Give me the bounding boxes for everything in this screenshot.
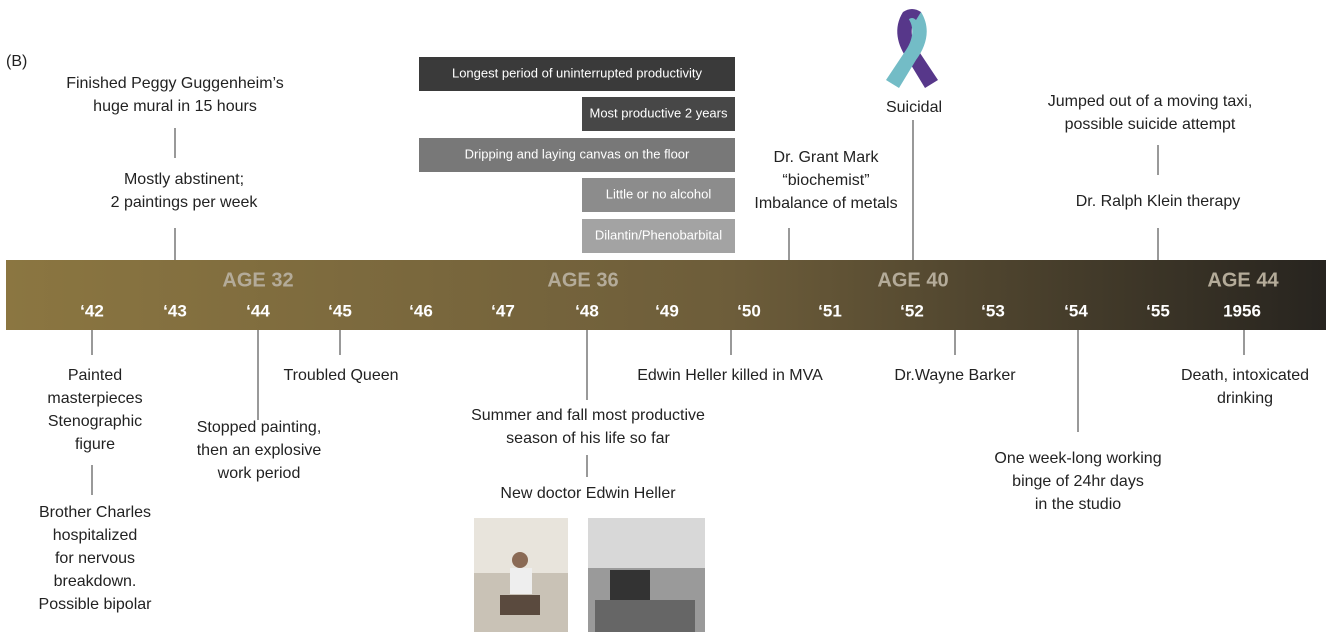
panel-label: (B) bbox=[6, 53, 27, 70]
bar-label: Little or no alcohol bbox=[606, 186, 712, 201]
timeline-figure: (B) ‘42 ‘43 ‘44 ‘45 ‘46 ‘47 ‘48 ‘49 ‘50 ‘51 ‘52 ‘53 ‘… bbox=[0, 0, 1332, 632]
event-text: huge mural in 15 hours bbox=[93, 98, 257, 115]
event-text: Edwin Heller killed in MVA bbox=[637, 367, 823, 384]
year-label: ‘52 bbox=[900, 301, 924, 320]
event-text: binge of 24hr days bbox=[1012, 473, 1144, 490]
event-text: One week-long working bbox=[994, 450, 1161, 467]
event-text: Possible bipolar bbox=[39, 596, 153, 613]
year-label: ‘43 bbox=[163, 301, 187, 320]
bar-label: Longest period of uninterrupted producti… bbox=[452, 65, 703, 80]
year-label: ‘47 bbox=[491, 301, 515, 320]
year-label: 1956 bbox=[1223, 301, 1261, 320]
ribbon-icon bbox=[886, 9, 938, 88]
event-text: Stopped painting, bbox=[197, 419, 322, 436]
age-label: AGE 44 bbox=[1207, 269, 1279, 291]
year-label: ‘49 bbox=[655, 301, 679, 320]
event-text: possible suicide attempt bbox=[1065, 116, 1236, 133]
photo bbox=[474, 518, 568, 632]
photo bbox=[588, 518, 705, 632]
event-text: Jumped out of a moving taxi, bbox=[1048, 93, 1253, 110]
year-label: ‘50 bbox=[737, 301, 761, 320]
event-text: Painted bbox=[68, 367, 122, 384]
year-label: ‘45 bbox=[328, 301, 352, 320]
event-text: Dr. Ralph Klein therapy bbox=[1076, 193, 1241, 210]
age-label: AGE 36 bbox=[547, 269, 618, 291]
bar-label: Most productive 2 years bbox=[589, 105, 728, 120]
event-text: in the studio bbox=[1035, 496, 1121, 513]
event-text: Brother Charles bbox=[39, 504, 151, 521]
event-text: work period bbox=[217, 465, 301, 482]
event-text: Suicidal bbox=[886, 99, 942, 116]
year-label: ‘54 bbox=[1064, 301, 1088, 320]
year-label: ‘55 bbox=[1146, 301, 1170, 320]
year-label: ‘48 bbox=[575, 301, 599, 320]
bar-label: Dripping and laying canvas on the floor bbox=[465, 146, 690, 161]
event-text: Summer and fall most productive bbox=[471, 407, 705, 424]
year-label: ‘44 bbox=[246, 301, 270, 320]
age-label: AGE 40 bbox=[877, 269, 948, 291]
event-text: Death, intoxicated bbox=[1181, 367, 1309, 384]
event-text: masterpieces bbox=[47, 390, 142, 407]
event-text: Imbalance of metals bbox=[754, 195, 897, 212]
event-text: figure bbox=[75, 436, 115, 453]
event-text: Mostly abstinent; bbox=[124, 171, 244, 188]
year-label: ‘53 bbox=[981, 301, 1005, 320]
year-label: ‘51 bbox=[818, 301, 842, 320]
event-text: hospitalized bbox=[53, 527, 138, 544]
bar-label: Dilantin/Phenobarbital bbox=[595, 227, 722, 242]
year-label: ‘42 bbox=[80, 301, 104, 320]
event-text: “biochemist” bbox=[782, 172, 869, 189]
event-text: Troubled Queen bbox=[283, 367, 398, 384]
event-text: for nervous bbox=[55, 550, 135, 567]
event-text: season of his life so far bbox=[506, 430, 670, 447]
event-text: Dr. Grant Mark bbox=[774, 149, 880, 166]
event-text: Stenographic bbox=[48, 413, 142, 430]
event-text: New doctor Edwin Heller bbox=[500, 485, 676, 502]
event-text: then an explosive bbox=[197, 442, 322, 459]
age-label: AGE 32 bbox=[222, 269, 293, 291]
event-text: Finished Peggy Guggenheim’s bbox=[66, 75, 284, 92]
event-text: drinking bbox=[1217, 390, 1273, 407]
event-text: breakdown. bbox=[54, 573, 137, 590]
year-label: ‘46 bbox=[409, 301, 433, 320]
event-text: 2 paintings per week bbox=[111, 194, 259, 211]
event-text: Dr.Wayne Barker bbox=[894, 367, 1016, 384]
